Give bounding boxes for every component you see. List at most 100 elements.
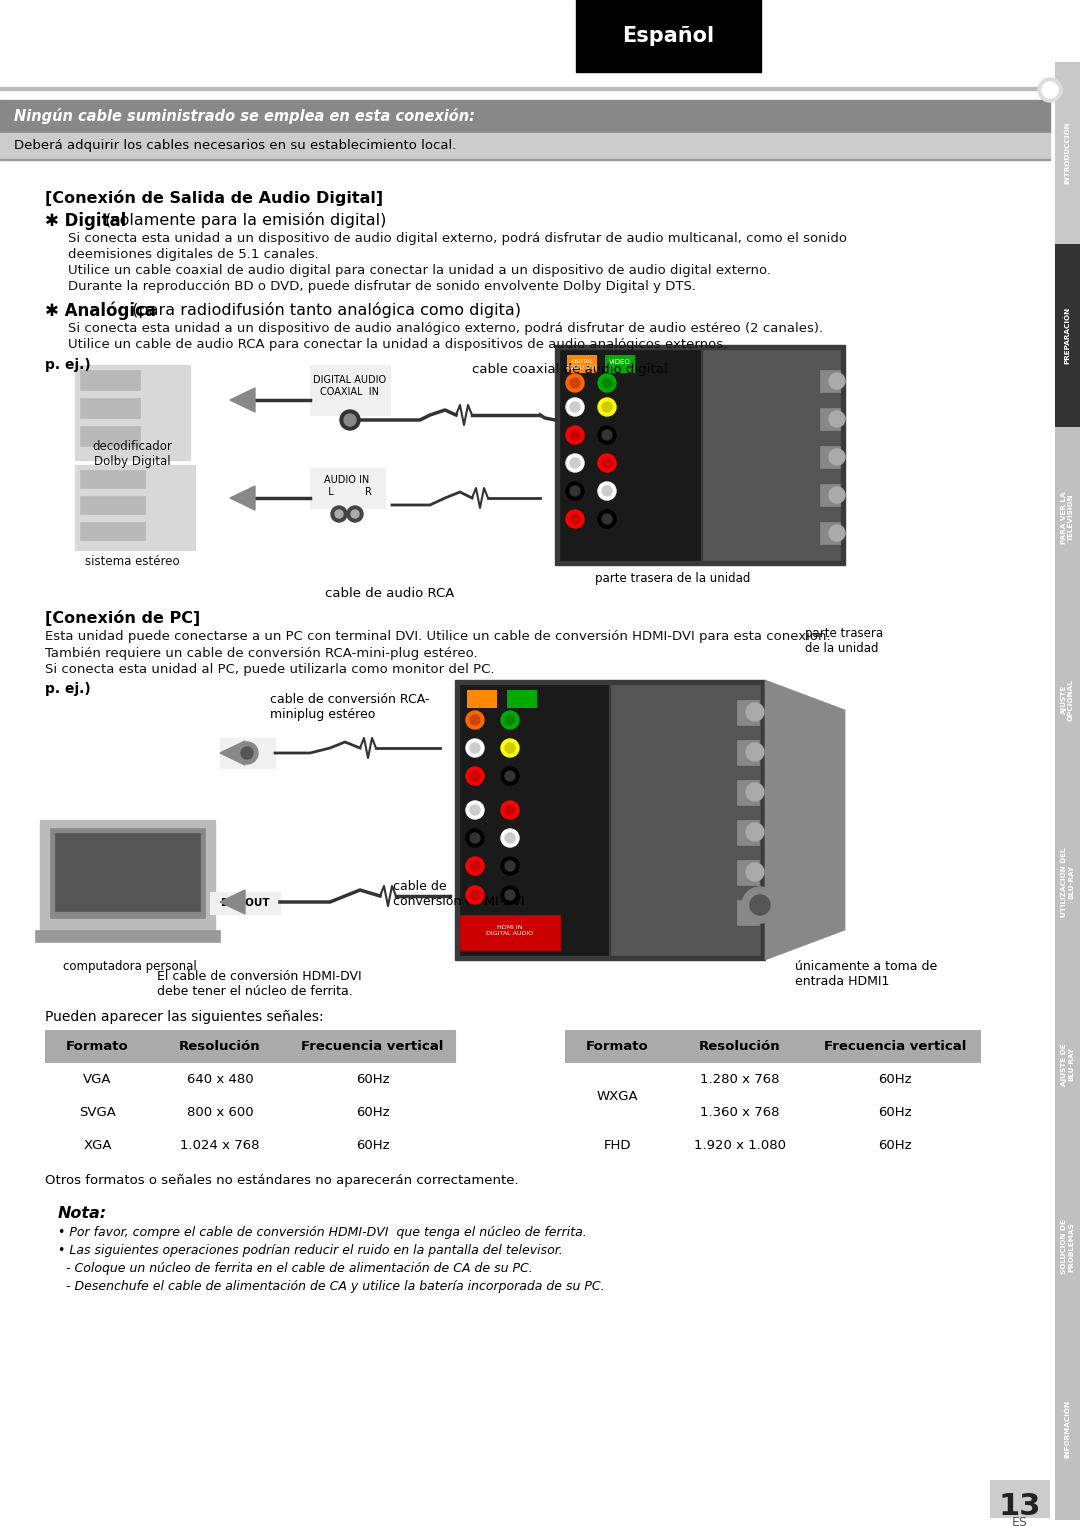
Circle shape (465, 801, 484, 819)
Text: PREPARACIÓN: PREPARACIÓN (1064, 307, 1070, 363)
Text: (solamente para la emisión digital): (solamente para la emisión digital) (100, 212, 387, 227)
Text: Utilice un cable coaxial de audio digital para conectar la unidad a un dispositi: Utilice un cable coaxial de audio digita… (68, 264, 771, 278)
Text: • Las siguientes operaciones podrían reducir el ruido en la pantalla del televis: • Las siguientes operaciones podrían red… (58, 1244, 563, 1257)
Bar (737, 861, 759, 885)
Circle shape (570, 485, 580, 496)
Text: AJUSTE
OPCIONAL: AJUSTE OPCIONAL (1061, 679, 1074, 720)
Text: cable de audio RCA: cable de audio RCA (325, 588, 455, 600)
Text: (para radiodifusión tanto analógica como digita): (para radiodifusión tanto analógica como… (127, 302, 521, 317)
Bar (45, 1196, 1025, 1308)
Bar (45, 1096, 150, 1129)
Text: Pueden aparecer las siguientes señales:: Pueden aparecer las siguientes señales: (45, 1010, 324, 1024)
Circle shape (570, 430, 580, 439)
Bar (45, 1030, 455, 1161)
Bar (737, 780, 759, 806)
Text: p. ej.): p. ej.) (45, 682, 91, 696)
Polygon shape (220, 742, 245, 765)
Text: 60Hz: 60Hz (878, 1138, 912, 1152)
Polygon shape (765, 681, 845, 960)
Circle shape (501, 768, 519, 784)
Circle shape (470, 716, 480, 725)
Polygon shape (230, 388, 255, 412)
Bar (820, 484, 840, 507)
Polygon shape (230, 485, 255, 510)
Bar (45, 1129, 150, 1161)
Circle shape (570, 458, 580, 468)
Text: 60Hz: 60Hz (878, 1073, 912, 1087)
Text: decodificador
Dolby Digital: decodificador Dolby Digital (92, 439, 172, 468)
Circle shape (465, 768, 484, 784)
Bar (460, 916, 561, 951)
Circle shape (742, 887, 778, 923)
Bar (1055, 790, 1080, 974)
Text: AJUSTE DE
BLU-RAY: AJUSTE DE BLU-RAY (1061, 1044, 1074, 1085)
Bar (310, 468, 384, 508)
Text: AUDIO IN
  L          R: AUDIO IN L R (322, 475, 372, 496)
Circle shape (602, 458, 612, 468)
Circle shape (347, 507, 363, 522)
Bar (80, 369, 140, 391)
Bar (565, 1064, 670, 1129)
Bar (810, 1096, 980, 1129)
Text: Durante la reproducción BD o DVD, puede disfrutar de sonido envolvente Dolby Dig: Durante la reproducción BD o DVD, puede … (68, 279, 696, 293)
Text: UTILIZACIÓN DEL
BLU-RAY: UTILIZACIÓN DEL BLU-RAY (1061, 847, 1075, 917)
Text: Esta unidad puede conectarse a un PC con terminal DVI. Utilice un cable de conve: Esta unidad puede conectarse a un PC con… (45, 630, 831, 642)
Bar (210, 893, 280, 914)
Text: PARA VER LA
TELEVISIÓN: PARA VER LA TELEVISIÓN (1061, 491, 1075, 543)
Text: DIGITAL AUDIO
COAXIAL  IN: DIGITAL AUDIO COAXIAL IN (313, 375, 387, 397)
Circle shape (750, 896, 770, 916)
Text: cable coaxial de audio digital: cable coaxial de audio digital (472, 363, 667, 375)
Text: SVGA: SVGA (79, 1106, 116, 1119)
Text: [Conexión de PC]: [Conexión de PC] (45, 610, 200, 626)
Text: parte trasera
de la unidad: parte trasera de la unidad (805, 627, 883, 655)
Bar (45, 1064, 150, 1096)
Bar (1055, 244, 1080, 426)
Text: Ningún cable suministrado se emplea en esta conexión:: Ningún cable suministrado se emplea en e… (14, 108, 475, 124)
Circle shape (598, 455, 616, 472)
Bar (565, 1030, 670, 1064)
Text: ✱ Digital: ✱ Digital (45, 212, 126, 230)
Circle shape (351, 510, 359, 517)
Text: Español: Español (622, 26, 715, 46)
Bar (291, 1096, 455, 1129)
Text: p. ej.): p. ej.) (45, 359, 91, 372)
Circle shape (829, 487, 845, 504)
Bar (1055, 1155, 1080, 1338)
Text: computadora personal: computadora personal (63, 960, 197, 974)
Text: Otros formatos o señales no estándares no aparecerán correctamente.: Otros formatos o señales no estándares n… (45, 1173, 518, 1187)
Circle shape (598, 374, 616, 392)
Polygon shape (220, 890, 245, 914)
Circle shape (746, 743, 764, 761)
Bar (40, 819, 215, 929)
Text: 1.360 x 768: 1.360 x 768 (700, 1106, 780, 1119)
Circle shape (1042, 82, 1058, 98)
Bar (670, 1064, 810, 1096)
Circle shape (505, 716, 515, 725)
Circle shape (746, 783, 764, 801)
Text: 13: 13 (999, 1492, 1041, 1521)
Bar (810, 1030, 980, 1064)
Text: - Coloque un núcleo de ferrita en el cable de alimentación de CA de su PC.: - Coloque un núcleo de ferrita en el cab… (58, 1262, 532, 1276)
Bar (150, 1064, 291, 1096)
Circle shape (470, 743, 480, 752)
Text: únicamente a toma de
entrada HDMI1: únicamente a toma de entrada HDMI1 (795, 960, 937, 987)
Circle shape (570, 401, 580, 412)
Circle shape (501, 739, 519, 757)
Circle shape (602, 514, 612, 523)
Circle shape (602, 378, 612, 388)
Circle shape (470, 806, 480, 815)
Text: parte trasera de la unidad: parte trasera de la unidad (595, 572, 751, 584)
Bar (460, 685, 608, 955)
Bar (507, 690, 537, 708)
Bar (810, 1064, 980, 1096)
Text: 1.024 x 768: 1.024 x 768 (180, 1138, 260, 1152)
Circle shape (505, 833, 515, 842)
Bar (75, 465, 195, 549)
Text: 60Hz: 60Hz (355, 1138, 389, 1152)
Bar (990, 1480, 1050, 1518)
Circle shape (746, 864, 764, 881)
Text: Frecuencia vertical: Frecuencia vertical (301, 1041, 444, 1053)
Circle shape (602, 401, 612, 412)
Circle shape (598, 482, 616, 501)
Circle shape (505, 771, 515, 781)
